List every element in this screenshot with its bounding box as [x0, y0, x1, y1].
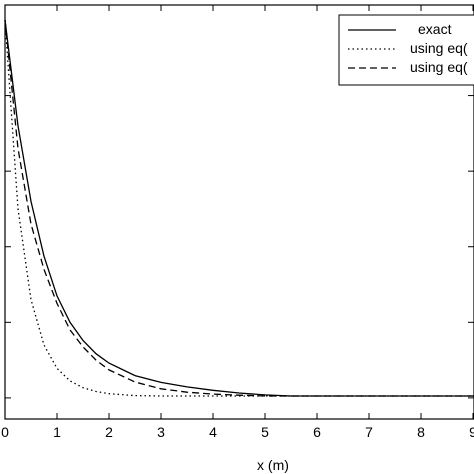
series-line-dashed: [4, 19, 474, 397]
legend-label-dotted: using eq(: [410, 40, 468, 56]
y-axis-ticks: [5, 95, 474, 399]
x-tick-label: 3: [157, 424, 165, 440]
legend-label-exact: exact: [418, 21, 452, 37]
legend-label-dashed: using eq(: [410, 59, 468, 75]
x-tick-label: 0: [1, 424, 9, 440]
x-tick-label: 5: [261, 424, 269, 440]
legend: exact using eq( using eq(: [338, 14, 474, 86]
x-tick-label: 8: [417, 424, 425, 440]
x-tick-label: 2: [105, 424, 113, 440]
plot-frame: [4, 4, 474, 420]
x-axis-ticks: 0 1 2 3 4 5 6 7 8 9: [1, 5, 474, 440]
x-tick-label: 6: [313, 424, 321, 440]
series-layer: [4, 19, 474, 397]
x-tick-label: 1: [53, 424, 61, 440]
x-tick-label: 4: [209, 424, 217, 440]
legend-box: [338, 14, 474, 86]
x-tick-label: 7: [365, 424, 373, 440]
x-tick-label: 9: [469, 424, 474, 440]
x-axis-label: x (m): [257, 457, 289, 473]
